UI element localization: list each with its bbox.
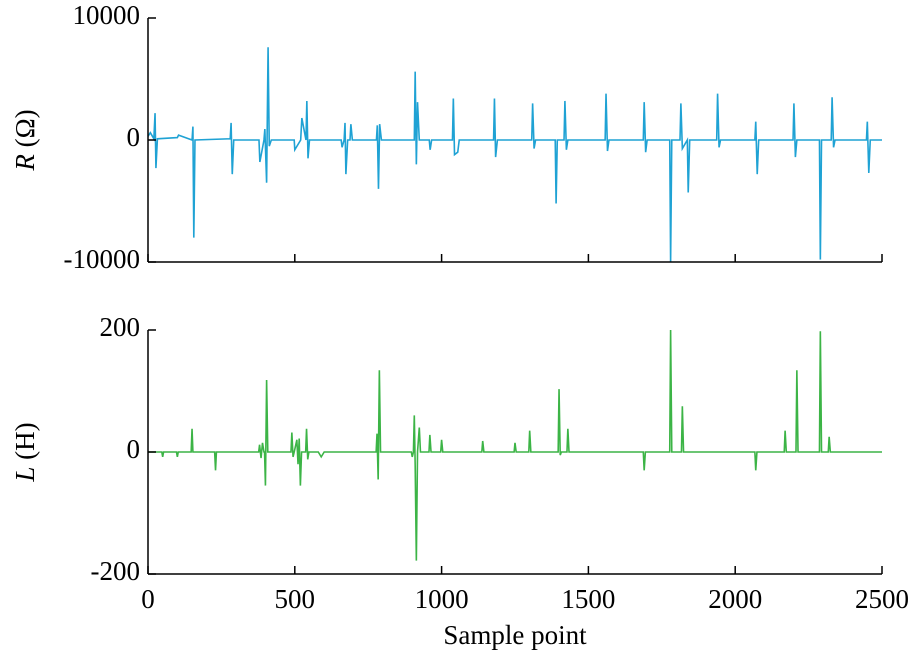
y-tick-label: 200	[100, 312, 141, 342]
x-axis-label: Sample point	[443, 620, 587, 650]
x-tick-label: 500	[275, 584, 316, 614]
x-tick-label: 2000	[708, 584, 762, 614]
y-tick-label: -200	[91, 556, 141, 586]
y-label-symbol: R	[10, 154, 40, 172]
y-label-unit: (Ω)	[10, 109, 40, 147]
y-tick-label: -10000	[64, 244, 141, 274]
y-axis-label: R (Ω)	[10, 109, 40, 171]
x-tick-label: 1000	[415, 584, 469, 614]
x-tick-label: 2500	[855, 584, 909, 614]
x-tick-label: 1500	[561, 584, 615, 614]
y-axis-label: L (H)	[10, 422, 40, 482]
y-tick-label: 0	[127, 122, 141, 152]
x-tick-label: 0	[141, 584, 155, 614]
data-line	[147, 47, 882, 263]
y-tick-label: 0	[127, 434, 141, 464]
data-line	[148, 329, 882, 561]
y-label-symbol: L	[10, 467, 40, 483]
y-label-unit: (H)	[10, 422, 40, 459]
y-tick-label: 10000	[73, 0, 141, 30]
